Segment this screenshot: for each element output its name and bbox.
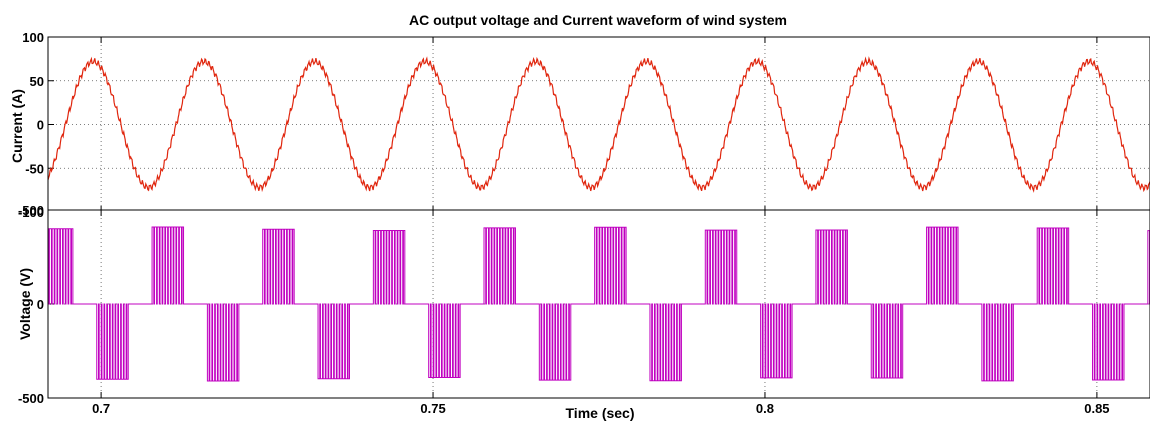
current-y-axis-label: Current (A): [9, 89, 25, 163]
x-tick-label: 0.85: [1084, 401, 1109, 416]
voltage-series-line: [48, 226, 1150, 382]
voltage-y-ticks: -500 0 -500: [18, 203, 44, 406]
voltage-axes-frame: [47, 209, 1150, 399]
x-tick-label: 0.7: [92, 401, 110, 416]
current-y-ticks: 100 50 0 -50 -100: [18, 30, 44, 220]
x-axis-label: Time (sec): [566, 405, 635, 421]
current-y-tick-label: 0: [37, 118, 44, 133]
voltage-y-axis-label: Voltage (V): [17, 268, 33, 340]
chart-title: AC output voltage and Current waveform o…: [409, 12, 787, 28]
voltage-y-tick-label: -500: [18, 203, 44, 218]
voltage-y-tick-label: 0: [37, 297, 44, 312]
x-tick-label: 0.75: [420, 401, 445, 416]
x-tick-label: 0.8: [756, 401, 774, 416]
voltage-x-ticks: 0.7 0.75 0.8 0.85: [92, 401, 1109, 416]
current-y-tick-label: 50: [30, 74, 44, 89]
current-series-line: [47, 56, 1150, 193]
voltage-y-tick-label: -500: [18, 391, 44, 406]
voltage-axes: -500 0 -500 Voltage (V) 0.7 0.75 0.8 0.85 Tim…: [17, 203, 1150, 421]
current-y-tick-label: 100: [22, 30, 44, 45]
current-axes: 100 50 0 -50 -100 Current (A): [9, 30, 1150, 220]
current-y-tick-label: -100: [18, 205, 44, 220]
current-y-tick-label: -50: [25, 161, 44, 176]
